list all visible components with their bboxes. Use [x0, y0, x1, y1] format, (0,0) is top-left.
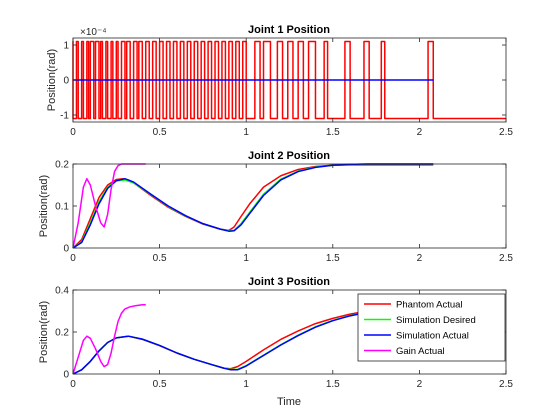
- x-tick-label: 0.5: [153, 253, 167, 264]
- chart-title: Joint 1 Position: [248, 24, 330, 36]
- x-tick-label: 1.5: [326, 127, 340, 138]
- y-tick-label: 0.4: [55, 286, 69, 297]
- y-exponent-label: ×10⁻⁴: [80, 27, 107, 38]
- x-tick-label: 1.5: [326, 253, 340, 264]
- x-tick-label: 1: [243, 253, 249, 264]
- plot-background: [73, 164, 506, 248]
- y-tick-label: 0: [63, 244, 69, 255]
- legend-entry-label: Phantom Actual: [396, 300, 463, 311]
- x-tick-label: 0: [70, 379, 76, 390]
- legend: Phantom Actual Simulation Desired Simulati…: [358, 294, 505, 361]
- x-tick-label: 2: [417, 379, 423, 390]
- chart-title: Joint 3 Position: [248, 276, 330, 288]
- y-tick-label: -1: [60, 111, 69, 122]
- x-tick-label: 0: [70, 127, 76, 138]
- plot-area: 0 0.5 1 1.5 2 2.5 0 0.1 0.2: [55, 160, 513, 265]
- y-tick-label: 0.2: [55, 328, 69, 339]
- y-tick-label: 0: [63, 370, 69, 381]
- subplot-joint-2: Joint 2 Position Position(rad) 0 0.5 1 1.5 2…: [38, 150, 513, 264]
- x-tick-label: 1.5: [326, 379, 340, 390]
- subplot-joint-1: Joint 1 Position Position(rad) ×10⁻⁴ 0 0.…: [46, 24, 513, 138]
- y-tick-label: 0.2: [55, 160, 69, 171]
- y-axis-label: Position(rad): [46, 49, 58, 111]
- y-axis-label: Position(rad): [38, 175, 50, 237]
- legend-entry-label: Simulation Actual: [396, 331, 469, 342]
- x-tick-label: 0.5: [153, 127, 167, 138]
- y-tick-label: 1: [63, 41, 69, 52]
- x-tick-label: 0: [70, 253, 76, 264]
- x-tick-label: 1: [243, 379, 249, 390]
- legend-entry-label: Gain Actual: [396, 346, 445, 357]
- x-tick-label: 2.5: [499, 253, 513, 264]
- x-tick-label: 2.5: [499, 127, 513, 138]
- x-tick-label: 2: [417, 253, 423, 264]
- y-tick-label: 0.1: [55, 202, 69, 213]
- y-axis-label: Position(rad): [38, 301, 50, 363]
- y-tick-label: 0: [63, 76, 69, 87]
- x-tick-label: 2.5: [499, 379, 513, 390]
- x-tick-label: 0.5: [153, 379, 167, 390]
- x-axis-label: Time: [277, 396, 301, 408]
- chart-title: Joint 2 Position: [248, 150, 330, 162]
- x-tick-label: 1: [243, 127, 249, 138]
- x-tick-label: 2: [417, 127, 423, 138]
- legend-entry-label: Simulation Desired: [396, 315, 476, 326]
